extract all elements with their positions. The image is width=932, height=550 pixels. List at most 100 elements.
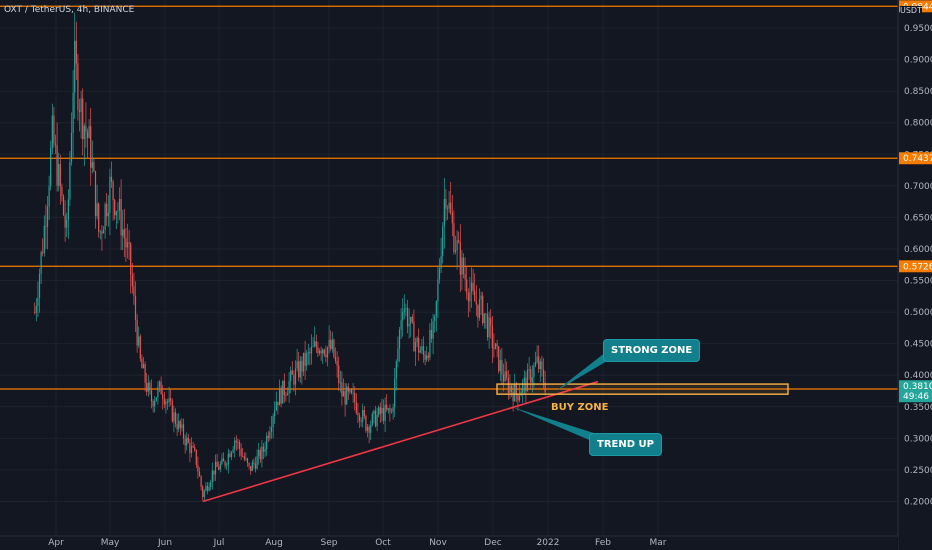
candle-body	[440, 256, 442, 269]
candle-body	[504, 371, 506, 382]
candle-body	[218, 466, 220, 470]
candle-body	[394, 378, 396, 408]
candle-body	[165, 401, 167, 405]
time-tick-label: May	[101, 538, 120, 548]
candle-body	[224, 461, 226, 466]
candle-body	[38, 273, 41, 298]
candle-body	[70, 132, 73, 163]
candle-body	[422, 346, 425, 355]
candle-body	[494, 343, 497, 349]
candle-body	[541, 361, 543, 370]
candle-body	[280, 387, 282, 404]
candle-body	[258, 450, 260, 457]
candle-body	[219, 464, 221, 470]
price-axis[interactable]: 0.95000.90000.85000.80000.75000.70000.65…	[897, 0, 932, 550]
candle-body	[291, 370, 293, 375]
candle-body	[406, 308, 409, 327]
candle-body	[296, 361, 298, 369]
candle-body	[82, 98, 84, 140]
candle-body	[515, 383, 517, 395]
time-axis[interactable]: Apr May Jun Jul Aug Sep Oct Nov Dec 2022 Feb Mar	[0, 535, 898, 550]
candle-body	[403, 308, 405, 312]
candle-body	[283, 380, 285, 395]
candle-body	[424, 354, 426, 360]
candle-body	[139, 336, 141, 359]
candle-body	[368, 426, 370, 433]
strong-zone-callout[interactable]: STRONG ZONE	[603, 339, 701, 362]
candle-body	[189, 442, 191, 454]
level-price-tag-label: 0.5726	[903, 262, 932, 272]
candle-body	[509, 385, 511, 393]
candle-body	[491, 325, 493, 348]
candle-body	[102, 229, 105, 234]
candle-body	[518, 395, 521, 401]
candle-body	[240, 449, 242, 456]
candle-body	[379, 407, 381, 414]
candle-body	[326, 347, 329, 358]
candle-body	[150, 390, 153, 402]
candle-body	[438, 268, 441, 280]
candle-body	[522, 382, 524, 393]
candle-body	[386, 404, 388, 410]
candle-body	[72, 92, 74, 133]
candle-body	[130, 243, 132, 275]
candle-body	[227, 453, 229, 465]
candle-body	[539, 361, 541, 370]
candle-body	[34, 312, 36, 313]
candle-body	[46, 206, 49, 227]
candle-body	[211, 470, 213, 483]
candle-body	[325, 354, 327, 358]
candle-body	[472, 282, 474, 291]
candle-body	[242, 455, 244, 457]
trend-up-callout[interactable]: TREND UP	[589, 433, 662, 456]
trend-line	[202, 380, 599, 503]
candle-body	[230, 452, 233, 457]
candle-body	[80, 98, 82, 112]
candle-body	[469, 291, 471, 302]
candle-body	[200, 476, 202, 487]
candle-body	[542, 369, 545, 383]
candle-body	[86, 131, 89, 138]
candle-body	[235, 440, 237, 443]
candle-body	[453, 223, 455, 252]
candle-body	[184, 438, 186, 446]
candle-body	[115, 211, 117, 216]
candle-body	[256, 456, 258, 469]
candle-body	[421, 346, 423, 351]
candle-body	[88, 126, 90, 138]
candle-body	[40, 252, 42, 274]
candle-body	[54, 143, 57, 146]
candle-body	[37, 297, 39, 307]
candle-body	[117, 210, 119, 212]
candles	[34, 12, 546, 502]
candle-body	[336, 361, 338, 366]
candle-body	[133, 286, 135, 296]
buy-zone-label: BUY ZONE	[551, 402, 609, 413]
candle-body	[480, 295, 482, 300]
candle-body	[536, 356, 538, 363]
candle-body	[197, 464, 199, 472]
candle-body	[507, 377, 509, 393]
candle-body	[502, 374, 505, 382]
candle-body	[450, 202, 452, 213]
candle-body	[229, 453, 231, 457]
candle-body	[136, 320, 138, 346]
candle-body	[395, 361, 397, 379]
candle-body	[221, 458, 223, 465]
candle-body	[389, 408, 391, 412]
candle-body	[334, 356, 337, 362]
candle-body	[264, 449, 266, 452]
candle-body	[93, 162, 95, 172]
candle-body	[232, 449, 234, 453]
candle-body	[48, 186, 50, 207]
candle-body	[128, 242, 130, 244]
candle-body	[301, 360, 303, 372]
candle-body	[122, 229, 124, 236]
candle-body	[410, 317, 412, 324]
time-tick-label: Sep	[321, 538, 338, 548]
